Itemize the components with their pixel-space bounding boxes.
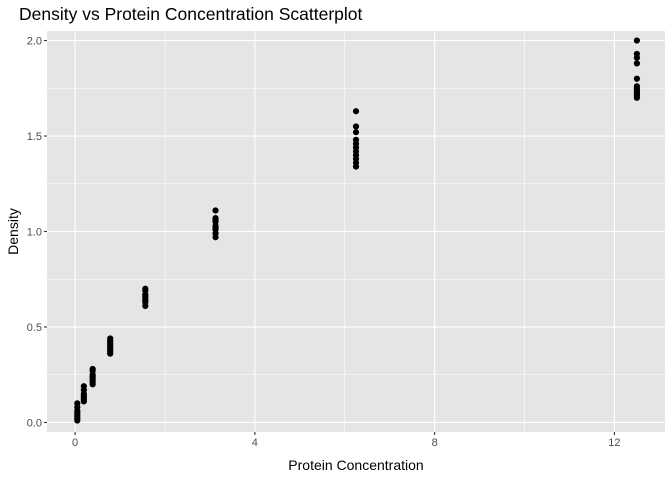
y-axis-title: Density	[5, 208, 21, 255]
data-point	[633, 37, 641, 44]
data-point	[142, 285, 149, 292]
data-point	[633, 60, 641, 67]
data-point	[352, 123, 360, 130]
y-tick-label: 0.0	[27, 417, 42, 429]
data-point	[107, 335, 114, 342]
x-axis-tick-labels: 0 4 8 12	[72, 437, 621, 449]
data-point	[80, 383, 87, 390]
data-point	[633, 75, 641, 82]
axis-ticks	[44, 39, 615, 435]
y-axis-tick-labels: 0.0 0.5 1.0 1.5 2.0	[27, 36, 42, 430]
data-point	[212, 215, 219, 222]
y-tick-label: 2.0	[27, 36, 42, 48]
data-point	[633, 50, 641, 58]
y-tick-label: 1.5	[27, 131, 42, 143]
data-point	[212, 207, 219, 214]
data-point	[352, 108, 360, 115]
chart-title: Density vs Protein Concentration Scatter…	[19, 4, 363, 24]
y-tick-label: 1.0	[27, 227, 42, 239]
x-axis-title: Protein Concentration	[288, 457, 423, 473]
data-point	[74, 400, 81, 407]
data-point	[89, 365, 96, 373]
x-tick-label: 12	[608, 437, 620, 449]
y-tick-label: 0.5	[27, 322, 42, 334]
major-gridlines	[47, 31, 665, 432]
x-tick-label: 8	[432, 437, 438, 449]
data-point	[352, 136, 360, 143]
data-point	[633, 83, 641, 90]
x-tick-label: 0	[72, 437, 78, 449]
data-point	[352, 129, 360, 136]
x-tick-label: 4	[252, 437, 258, 449]
data-points	[74, 37, 641, 424]
